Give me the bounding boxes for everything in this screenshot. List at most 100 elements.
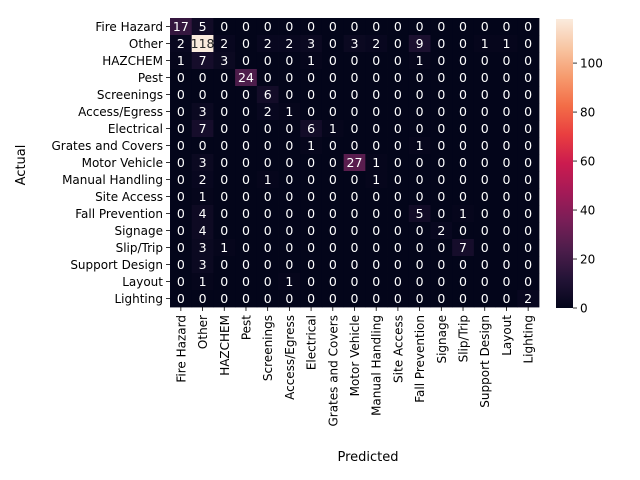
heatmap-cell — [452, 35, 475, 53]
cell-value-label: 0 — [372, 189, 380, 204]
heatmap-cell — [235, 188, 258, 206]
colorbar-tick-label: 40 — [580, 204, 595, 218]
x-axis-label: Predicted — [337, 450, 398, 465]
heatmap-cell — [408, 86, 431, 104]
cell-value-label: 1 — [372, 155, 380, 170]
cell-value-label: 0 — [437, 36, 445, 51]
heatmap-cell — [300, 205, 323, 223]
cell-value-label: 0 — [220, 70, 228, 85]
heatmap-cell — [300, 103, 323, 121]
heatmap-cell — [408, 69, 431, 87]
cell-value-label: 24 — [238, 70, 254, 85]
heatmap-cell — [430, 86, 453, 104]
cell-value-label: 0 — [242, 104, 250, 119]
heatmap-cell — [452, 171, 475, 189]
cell-value-label: 0 — [437, 257, 445, 272]
cell-value-label: 0 — [264, 121, 272, 136]
heatmap-cell — [300, 18, 323, 36]
cell-value-label: 0 — [524, 19, 532, 34]
x-tick-label: Site Access — [391, 315, 405, 383]
cell-value-label: 0 — [220, 104, 228, 119]
heatmap-cell — [495, 239, 518, 257]
heatmap-cell — [452, 52, 475, 70]
cell-value-label: 0 — [307, 257, 315, 272]
heatmap-cell — [495, 154, 518, 172]
heatmap-cell — [365, 239, 388, 257]
heatmap-cell — [278, 18, 301, 36]
cell-value-label: 0 — [394, 121, 402, 136]
heatmap-cell — [191, 290, 214, 308]
heatmap-cell — [278, 239, 301, 257]
heatmap-cell — [256, 69, 279, 87]
cell-value-label: 0 — [177, 121, 185, 136]
cell-value-label: 2 — [524, 291, 532, 306]
heatmap-cell — [235, 86, 258, 104]
heatmap-cell — [256, 52, 279, 70]
cell-value-label: 1 — [199, 189, 207, 204]
heatmap-cell — [495, 120, 518, 138]
cell-value-label: 0 — [394, 291, 402, 306]
cell-value-label: 1 — [329, 121, 337, 136]
cell-value-label: 0 — [329, 189, 337, 204]
cell-value-label: 0 — [264, 240, 272, 255]
cell-value-label: 2 — [264, 36, 272, 51]
cell-value-label: 0 — [416, 291, 424, 306]
heatmap-cell — [278, 35, 301, 53]
cell-value-label: 0 — [285, 121, 293, 136]
heatmap-cell — [517, 222, 540, 240]
heatmap-cell — [408, 35, 431, 53]
heatmap-cell — [343, 154, 366, 172]
heatmap-cell — [365, 171, 388, 189]
heatmap-cell — [278, 256, 301, 274]
heatmap-cell — [235, 35, 258, 53]
heatmap-cell — [365, 137, 388, 155]
heatmap-cell — [343, 171, 366, 189]
heatmap-cell — [256, 154, 279, 172]
y-tick-label: Signage — [114, 224, 163, 238]
heatmap-cell — [170, 154, 193, 172]
y-tick-label: Motor Vehicle — [82, 156, 163, 170]
cell-value-label: 0 — [329, 291, 337, 306]
heatmap-cell — [321, 18, 345, 36]
heatmap-cell — [473, 290, 496, 308]
heatmap-cell — [256, 290, 279, 308]
heatmap-cell — [343, 35, 366, 53]
heatmap-cell — [191, 273, 214, 291]
cell-value-label: 1 — [177, 53, 185, 68]
cell-value-label: 0 — [329, 274, 337, 289]
cell-value-label: 0 — [481, 240, 489, 255]
heatmap-cell — [170, 103, 193, 121]
cell-value-label: 0 — [437, 87, 445, 102]
cell-value-label: 0 — [242, 274, 250, 289]
heatmap-cell — [365, 273, 388, 291]
colorbar-tick-label: 100 — [580, 57, 603, 71]
heatmap-cell — [495, 137, 518, 155]
heatmap-cell — [343, 69, 366, 87]
cell-value-label: 0 — [524, 240, 532, 255]
cell-value-label: 0 — [481, 257, 489, 272]
cell-value-label: 0 — [372, 291, 380, 306]
heatmap-cell — [408, 154, 431, 172]
cell-value-label: 0 — [285, 155, 293, 170]
heatmap-cell — [343, 103, 366, 121]
cell-value-label: 0 — [264, 70, 272, 85]
cell-value-label: 0 — [416, 274, 424, 289]
cell-value-label: 0 — [459, 223, 467, 238]
heatmap-cell — [170, 52, 193, 70]
cell-value-label: 3 — [199, 155, 207, 170]
heatmap-cell — [452, 86, 475, 104]
y-tick-label: Lighting — [114, 292, 163, 306]
heatmap-cell — [408, 103, 431, 121]
heatmap-cell — [191, 171, 214, 189]
heatmap-cell — [256, 222, 279, 240]
x-tick-label: Pest — [239, 315, 253, 340]
heatmap-cell — [408, 52, 431, 70]
heatmap-cell — [365, 69, 388, 87]
cell-value-label: 0 — [372, 223, 380, 238]
cell-value-label: 0 — [394, 19, 402, 34]
cell-value-label: 0 — [242, 240, 250, 255]
heatmap-cell — [191, 222, 214, 240]
x-tick-label: Fire Hazard — [174, 315, 188, 383]
y-axis: Fire Hazard Other HAZCHEM Pest Screenings Acc… — [51, 20, 170, 306]
cell-value-label: 0 — [416, 223, 424, 238]
